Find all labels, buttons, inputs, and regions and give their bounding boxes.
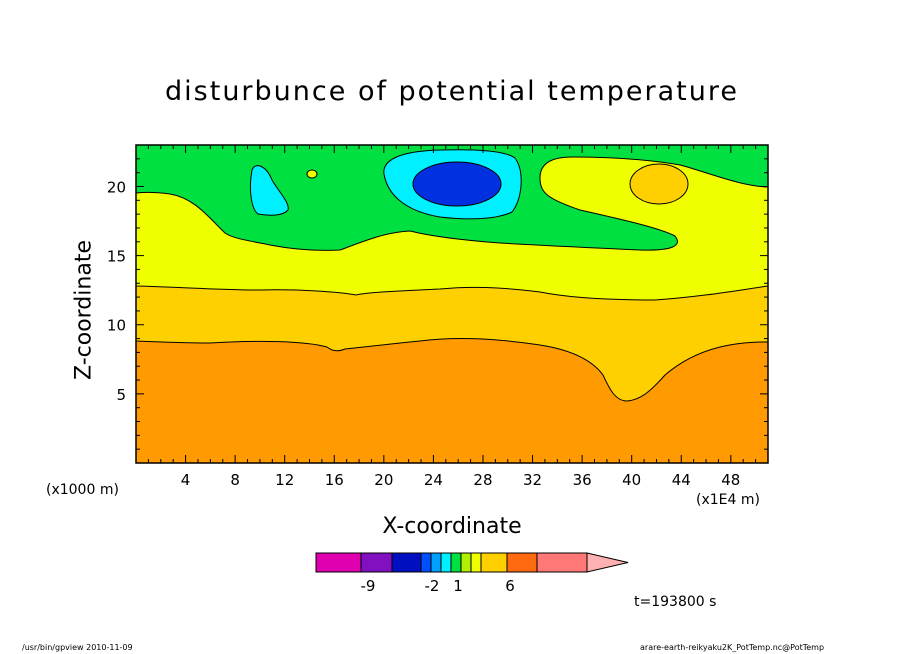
x-tick-label: 24 xyxy=(424,471,443,489)
colorbar-segment xyxy=(480,552,508,573)
chart-title: disturbunce of potential temperature xyxy=(165,76,739,107)
y-axis-label: Z-coordinate xyxy=(71,240,97,380)
colorbar-segment xyxy=(506,552,538,573)
x-tick-label: 28 xyxy=(473,471,492,489)
colorbar xyxy=(315,552,629,573)
colorbar-segment xyxy=(360,552,393,573)
colorbar-tick-label: -2 xyxy=(425,577,440,595)
x-tick-label: 16 xyxy=(325,471,344,489)
colorbar-segment xyxy=(420,552,432,573)
colorbar-segment xyxy=(391,552,422,573)
y-tick-label: 5 xyxy=(116,386,126,404)
x-tick-label: 12 xyxy=(275,471,294,489)
colorbar-arrow xyxy=(586,552,629,573)
colorbar-segment xyxy=(440,552,452,573)
colorbar-tick-label: -9 xyxy=(361,577,376,595)
y-tick-label: 20 xyxy=(107,178,126,196)
x-unit-left: (x1000 m) xyxy=(46,482,119,498)
x-tick-label: 20 xyxy=(374,471,393,489)
x-tick-label: 4 xyxy=(181,471,191,489)
colorbar-tick-label: 1 xyxy=(453,577,463,595)
x-tick-label: 48 xyxy=(721,471,740,489)
plot-frame xyxy=(135,144,769,464)
footer-left: /usr/bin/gpview 2010-11-09 xyxy=(22,643,133,652)
colorbar-segment xyxy=(430,552,442,573)
colorbar-segment xyxy=(470,552,482,573)
x-tick-label: 8 xyxy=(230,471,240,489)
y-tick-label: 15 xyxy=(107,248,126,266)
colorbar-segment xyxy=(450,552,462,573)
colorbar-tick-label: 6 xyxy=(505,577,515,595)
x-tick-label: 44 xyxy=(672,471,691,489)
contour-region-orange-top xyxy=(629,163,689,205)
x-unit-right: (x1E4 m) xyxy=(696,492,760,508)
x-tick-label: 32 xyxy=(523,471,542,489)
time-label: t=193800 s xyxy=(634,594,717,610)
contour-region-cyan-small xyxy=(249,165,289,216)
x-tick-label: 36 xyxy=(573,471,592,489)
colorbar-segment xyxy=(315,552,362,573)
colorbar-segment xyxy=(536,552,588,573)
contour-region-cyan-dot xyxy=(306,169,318,179)
contour-region-blue xyxy=(412,161,502,207)
y-tick-label: 10 xyxy=(107,317,126,335)
x-tick-label: 40 xyxy=(622,471,641,489)
x-axis-label: X-coordinate xyxy=(382,514,522,539)
footer-right: arare-earth-reikyaku2K_PotTemp.nc@PotTem… xyxy=(640,643,825,652)
colorbar-segment xyxy=(460,552,472,573)
